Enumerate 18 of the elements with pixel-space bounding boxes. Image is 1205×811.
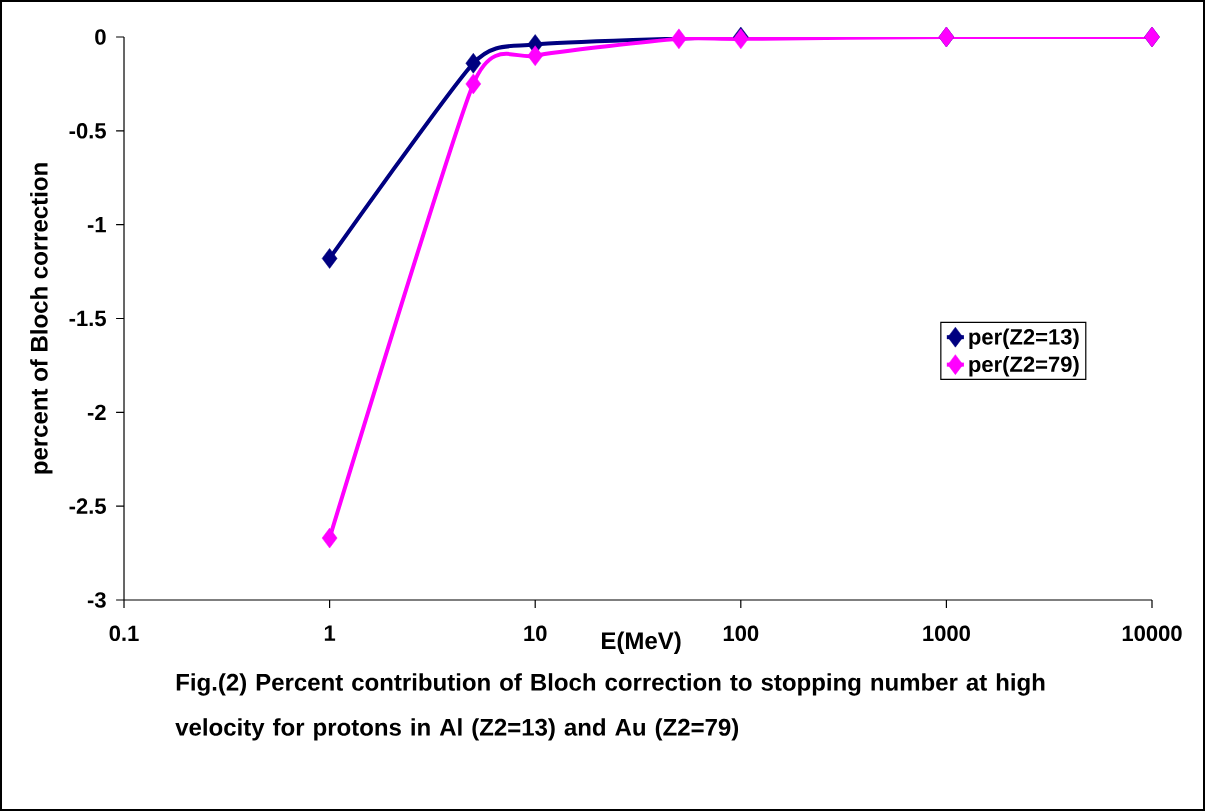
y-axis-title: percent of Bloch correction (30, 163, 53, 474)
y-tick-label: -2 (87, 404, 106, 420)
legend-label: per(Z2=79) (969, 355, 1079, 377)
y-tick-label: -1 (87, 217, 106, 233)
x-tick-label: 1 (324, 625, 336, 641)
text: Fig.(2) Percent contribution of Bloch correction to stopping number at high velocity for protons in Al (Z2=13) and Au (Z2=79) (175, 673, 1045, 741)
x-tick-label: 0.1 (109, 625, 139, 642)
y-tick-label: -3 (87, 592, 106, 608)
y-tick-label: -0.5 (69, 123, 106, 139)
y-tick-label: -1.5 (69, 310, 106, 327)
y-tick-label: 0 (95, 29, 106, 45)
y-tick-label: -2.5 (69, 498, 106, 514)
x-tick-label: 100 (723, 625, 759, 642)
x-tick-label: 10 (524, 625, 547, 642)
legend-label: per(Z2=13) (969, 328, 1079, 349)
x-tick-label: 10000 (1122, 625, 1182, 642)
x-tick-label: 1000 (923, 625, 970, 642)
x-axis-title: E(MeV) (602, 631, 681, 654)
